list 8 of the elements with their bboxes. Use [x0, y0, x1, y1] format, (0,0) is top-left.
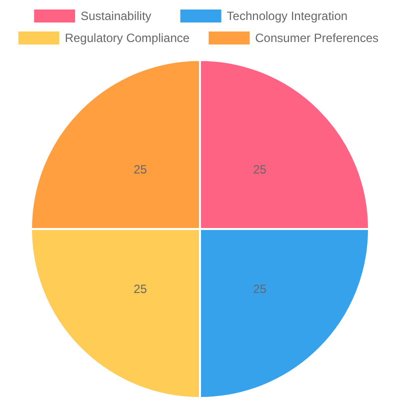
data-label: 25: [253, 162, 267, 176]
legend-label: Technology Integration: [226, 9, 348, 23]
legend-label: Regulatory Compliance: [64, 31, 190, 45]
data-label: 25: [253, 282, 267, 296]
legend-label: Sustainability: [80, 9, 152, 23]
legend-label: Consumer Preferences: [255, 31, 379, 45]
data-label: 25: [134, 282, 148, 296]
data-label: 25: [134, 162, 148, 176]
